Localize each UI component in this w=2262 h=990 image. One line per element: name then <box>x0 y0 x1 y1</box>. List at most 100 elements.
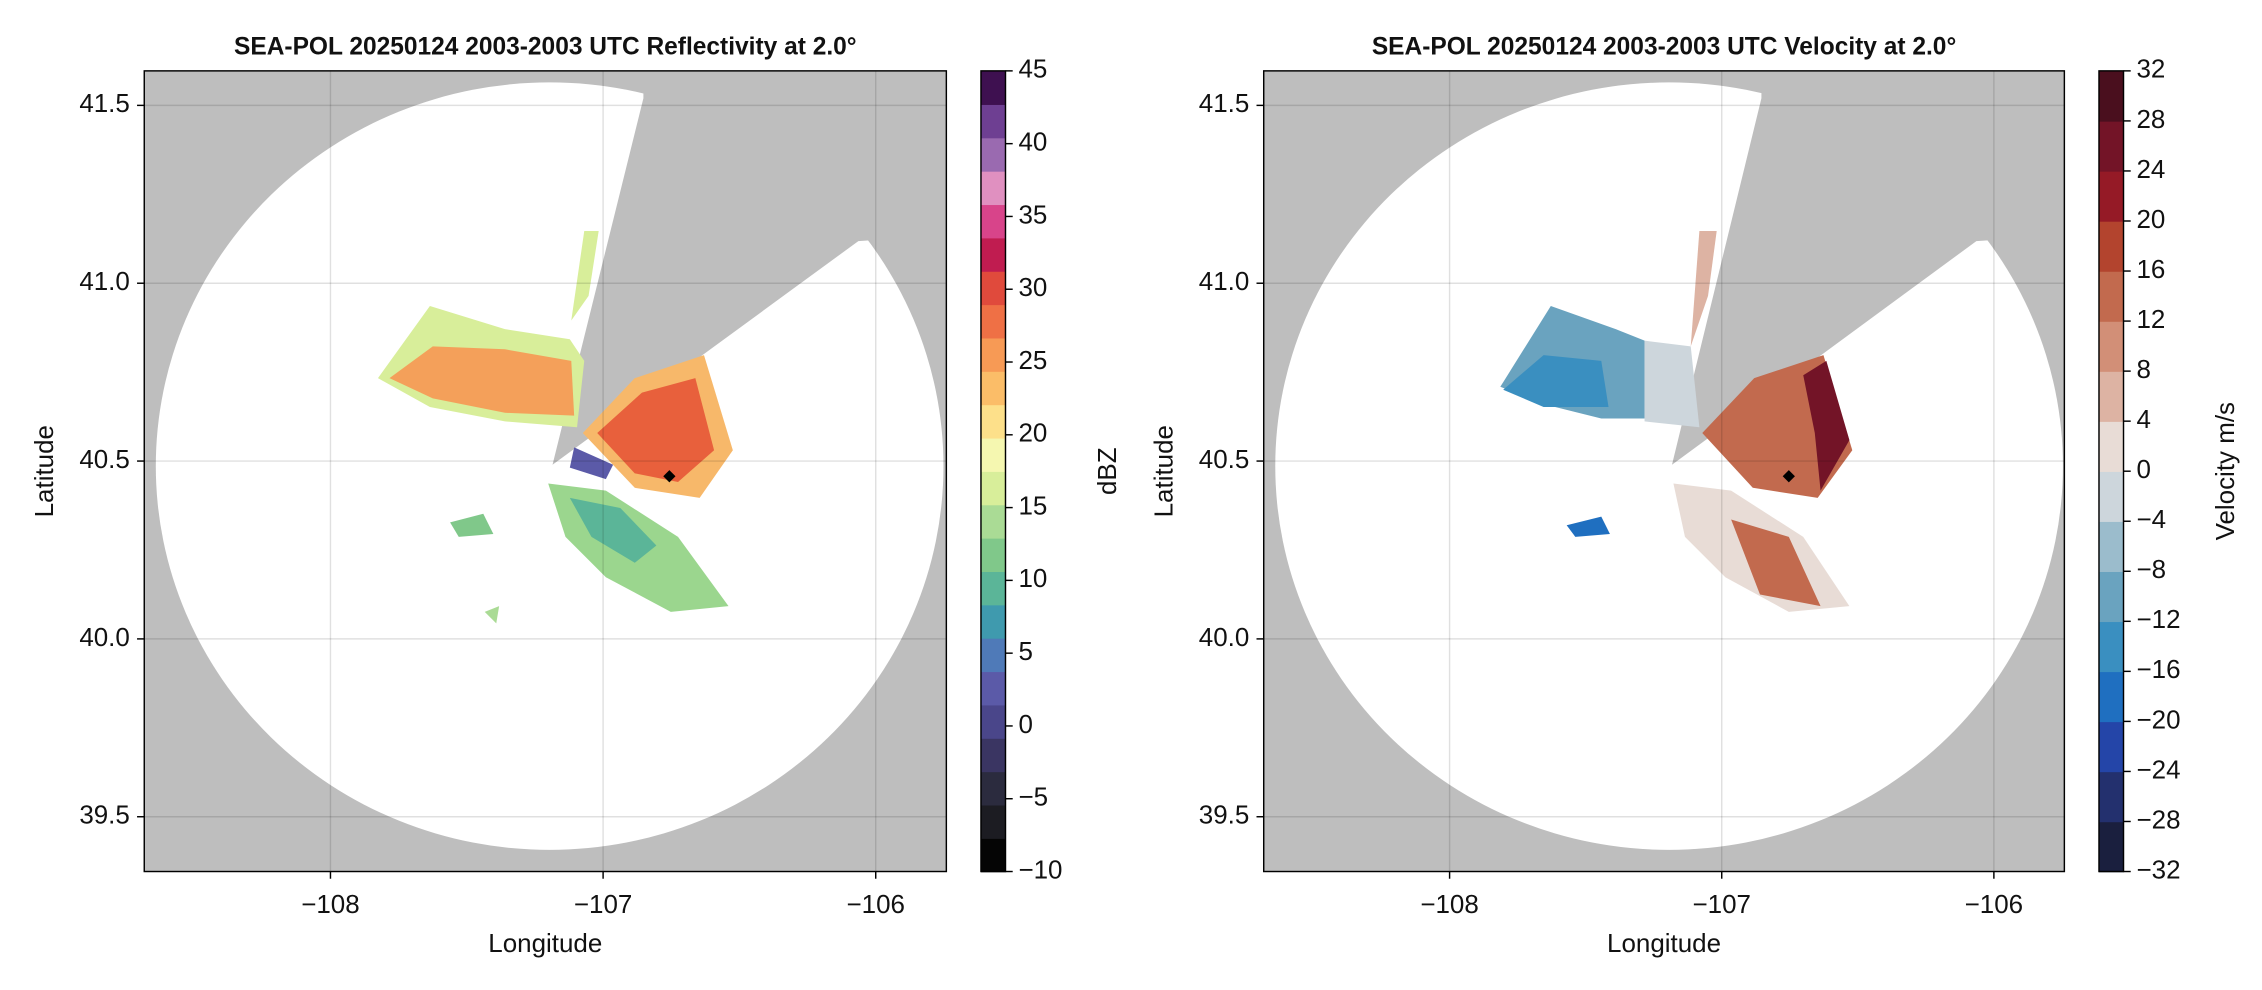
y-tick-label: 40.5 <box>79 444 130 474</box>
x-tick-label: −106 <box>1965 889 2023 919</box>
colorbar-tick-label: −16 <box>2136 654 2180 684</box>
plot-frame <box>143 70 948 873</box>
colorbar-tick-label: 15 <box>1018 490 1047 520</box>
x-tick-label: −108 <box>301 889 359 919</box>
colorbar-swatch <box>2098 321 2124 372</box>
colorbar-swatch <box>980 371 1006 406</box>
colorbar-swatch <box>2098 120 2124 172</box>
chart-title: SEA-POL 20250124 2003-2003 UTC Velocity … <box>1372 33 1956 60</box>
y-tick-label: 41.5 <box>1199 88 1250 118</box>
colorbar-swatch <box>2098 721 2124 773</box>
colorbar-swatch <box>980 671 1006 706</box>
colorbar-tick-label: 45 <box>1018 54 1047 84</box>
colorbar-swatch <box>2098 671 2124 723</box>
y-tick-label: 41.5 <box>79 88 130 118</box>
chart-title: SEA-POL 20250124 2003-2003 UTC Reflectiv… <box>234 33 857 60</box>
colorbar-swatch <box>980 437 1006 472</box>
y-tick-label: 40.0 <box>79 622 130 652</box>
colorbar-swatch <box>2098 421 2124 472</box>
y-tick-label: 39.5 <box>79 800 130 830</box>
colorbar-tick-label: 24 <box>2136 154 2165 184</box>
colorbar-swatch <box>980 104 1006 139</box>
colorbar-swatch <box>2098 571 2124 623</box>
colorbar-swatch <box>2098 821 2124 873</box>
colorbar-swatch <box>2098 471 2124 522</box>
colorbar-tick-label: −20 <box>2136 704 2180 734</box>
colorbar-tick-label: 30 <box>1018 272 1047 302</box>
radar-field <box>144 70 947 872</box>
x-tick-label: −107 <box>574 889 632 919</box>
colorbar-tick-label: 28 <box>2136 104 2165 134</box>
colorbar-swatch <box>980 504 1006 539</box>
colorbar-swatch <box>2098 771 2124 823</box>
colorbar-swatch <box>980 838 1006 873</box>
colorbar-swatch <box>980 604 1006 639</box>
colorbar-tick-label: 20 <box>2136 204 2165 234</box>
colorbar-tick-label: 4 <box>2136 404 2150 434</box>
colorbar-swatch <box>2098 521 2124 572</box>
colorbar-tick-label: 20 <box>1018 418 1047 448</box>
colorbar-tick-label: −8 <box>2136 554 2166 584</box>
colorbar-tick-label: −24 <box>2136 754 2180 784</box>
y-tick-label: 41.0 <box>79 266 130 296</box>
colorbar-tick-label: 35 <box>1018 199 1047 229</box>
colorbar-swatch <box>980 704 1006 739</box>
colorbar-tick-label: 40 <box>1018 127 1047 157</box>
colorbar-swatch <box>2098 371 2124 422</box>
x-axis-label: Longitude <box>488 928 602 958</box>
x-axis-label: Longitude <box>1607 928 1721 958</box>
y-axis-label: Latitude <box>1148 425 1178 517</box>
colorbar-tick-label: 12 <box>2136 304 2165 334</box>
colorbar-tick-label: −28 <box>2136 804 2180 834</box>
colorbar-tick-label: −4 <box>2136 504 2166 534</box>
colorbar-swatch <box>2098 220 2124 272</box>
colorbar-swatch <box>2098 621 2124 673</box>
colorbar-swatch <box>980 271 1006 306</box>
colorbar-swatch <box>2098 70 2124 122</box>
colorbar-swatch <box>980 804 1006 839</box>
colorbar-swatch <box>980 537 1006 572</box>
colorbar-tick-label: 10 <box>1018 563 1047 593</box>
colorbar-swatch <box>980 70 1006 105</box>
y-tick-label: 41.0 <box>1199 266 1250 296</box>
y-tick-label: 39.5 <box>1199 800 1250 830</box>
colorbar-swatch <box>980 738 1006 773</box>
colorbar-swatch <box>980 404 1006 439</box>
radar-field <box>1263 70 2065 872</box>
x-tick-label: −108 <box>1420 889 1478 919</box>
plot-frame <box>1262 70 2066 873</box>
colorbar-tick-label: −32 <box>2136 854 2180 884</box>
colorbar-label: dBZ <box>1092 447 1122 495</box>
y-axis-label: Latitude <box>29 425 59 517</box>
colorbar-swatch <box>2098 271 2124 322</box>
colorbar-swatch <box>980 170 1006 206</box>
colorbar-swatch <box>980 237 1006 272</box>
colorbar-tick-label: 0 <box>1018 709 1032 739</box>
x-tick-label: −106 <box>847 889 905 919</box>
colorbar-swatch <box>980 571 1006 606</box>
colorbar-tick-label: 8 <box>2136 354 2150 384</box>
colorbar-tick-label: 25 <box>1018 345 1047 375</box>
colorbar-tick-label: −12 <box>2136 604 2180 634</box>
colorbar-swatch <box>980 137 1006 172</box>
y-tick-label: 40.5 <box>1199 444 1250 474</box>
colorbar-tick-label: 5 <box>1018 636 1032 666</box>
colorbar-swatch <box>980 204 1006 239</box>
y-tick-label: 40.0 <box>1199 622 1250 652</box>
colorbar-tick-label: 0 <box>2136 454 2150 484</box>
colorbar-tick-label: 32 <box>2136 54 2165 84</box>
colorbar-swatch <box>980 771 1006 806</box>
colorbar-swatch <box>2098 170 2124 222</box>
colorbar-swatch <box>980 471 1006 506</box>
x-tick-label: −107 <box>1693 889 1751 919</box>
colorbar-swatch <box>980 637 1006 673</box>
colorbar-frame <box>980 70 1007 873</box>
colorbar-tick-label: −5 <box>1018 782 1048 812</box>
colorbar-swatch <box>980 304 1006 339</box>
colorbar-tick-label: 16 <box>2136 254 2165 284</box>
colorbar-tick-label: −10 <box>1018 854 1062 884</box>
colorbar-label: Velocity m/s <box>2210 402 2240 540</box>
colorbar-swatch <box>980 337 1006 372</box>
